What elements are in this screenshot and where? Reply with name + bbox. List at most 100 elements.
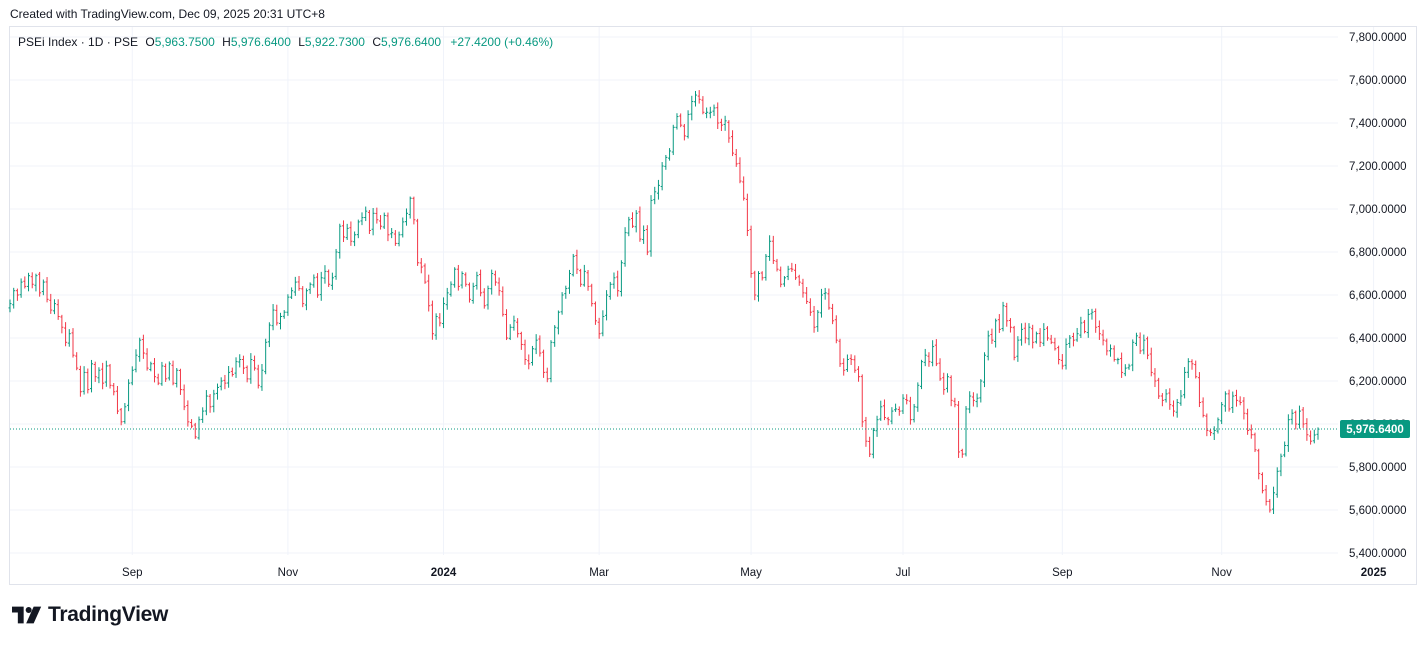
ohlc-bar xyxy=(653,186,657,205)
ohlc-bar xyxy=(1038,328,1042,348)
ohlc-bar xyxy=(379,215,383,230)
legend-low-value: 5,922.7300 xyxy=(304,35,365,49)
ohlc-bar xyxy=(760,271,764,281)
ohlc-bar xyxy=(819,288,823,318)
ohlc-bar xyxy=(1090,308,1094,320)
ohlc-bar xyxy=(1205,413,1209,437)
ohlc-bar xyxy=(15,288,19,301)
ohlc-bar xyxy=(938,358,942,381)
x-tick-label: 2025 xyxy=(1361,567,1387,579)
ohlc-bar xyxy=(842,358,846,376)
ohlc-bar xyxy=(175,368,179,388)
legend-high-value: 5,976.6400 xyxy=(230,35,291,49)
ohlc-bar xyxy=(1105,338,1109,356)
ohlc-bar xyxy=(390,228,394,239)
ohlc-bar xyxy=(64,322,68,347)
ohlc-bar xyxy=(115,385,119,415)
ohlc-bar xyxy=(942,372,946,395)
ohlc-bar xyxy=(212,389,216,413)
legend-close-value: 5,976.6400 xyxy=(380,35,442,49)
ohlc-bar xyxy=(453,267,457,288)
ohlc-bar xyxy=(316,273,320,298)
ohlc-bar xyxy=(1212,426,1216,440)
ohlc-bar xyxy=(1031,324,1035,349)
ohlc-bar xyxy=(304,288,308,311)
ohlc-bar xyxy=(731,130,735,157)
ohlc-bar xyxy=(1094,308,1098,333)
ohlc-bar xyxy=(1027,323,1031,346)
y-tick-label: 5,600.0000 xyxy=(1349,505,1407,517)
ohlc-bar xyxy=(408,196,412,219)
ohlc-bar xyxy=(908,396,912,425)
ohlc-bar xyxy=(1264,484,1268,506)
ohlc-bar xyxy=(301,286,305,308)
x-axis-ticks: SepNov2024MarMayJulSepNov2025MarMayJulSe… xyxy=(122,567,1387,579)
y-tick-label: 6,800.0000 xyxy=(1349,247,1407,259)
ohlc-bar xyxy=(505,309,509,341)
ohlc-bar xyxy=(623,227,627,267)
tradingview-logo-icon xyxy=(12,606,42,624)
ohlc-bar xyxy=(631,212,635,228)
ohlc-bar xyxy=(1175,398,1179,418)
created-caption: Created with TradingView.com, Dec 09, 20… xyxy=(10,7,325,21)
ohlc-bar xyxy=(649,195,653,257)
ohlc-bar xyxy=(679,113,683,128)
ohlc-bar xyxy=(605,290,609,321)
ohlc-bar xyxy=(627,216,631,237)
ohlc-bar xyxy=(275,304,279,326)
ohlc-bar xyxy=(256,364,260,389)
ohlc-bar xyxy=(927,352,931,367)
ohlc-bar xyxy=(1286,414,1290,452)
ohlc-bar xyxy=(41,279,45,296)
ohlc-bar xyxy=(664,154,668,170)
ohlc-bar xyxy=(712,104,716,116)
tradingview-logo[interactable]: TradingView xyxy=(12,603,168,627)
ohlc-bar xyxy=(30,272,34,289)
ohlc-bar xyxy=(1279,453,1283,477)
ohlc-bar xyxy=(882,399,886,421)
ohlc-bar xyxy=(397,231,401,247)
ohlc-bar xyxy=(1253,432,1257,453)
ohlc-bar xyxy=(123,402,127,424)
ohlc-bar xyxy=(1060,354,1064,370)
ohlc-bar xyxy=(1042,323,1046,347)
ohlc-bar xyxy=(745,193,749,237)
ohlc-bar xyxy=(768,235,772,261)
ohlc-bar xyxy=(656,179,660,200)
ohlc-bar xyxy=(445,287,449,310)
ohlc-bar xyxy=(1234,389,1238,407)
y-axis-ticks: 5,400.00005,600.00005,800.00006,000.0000… xyxy=(1349,32,1407,560)
ohlc-bar xyxy=(134,349,138,373)
ohlc-bar xyxy=(983,352,987,388)
ohlc-bar xyxy=(797,274,801,286)
ohlc-bar xyxy=(475,271,479,290)
ohlc-bar xyxy=(449,281,453,297)
ohlc-bar xyxy=(1227,389,1231,412)
ohlc-bar xyxy=(634,210,638,233)
ohlc-bar xyxy=(260,363,264,391)
ohlc-bar xyxy=(93,361,97,382)
ohlc-bar xyxy=(764,254,768,281)
ohlc-bar xyxy=(934,339,938,367)
ohlc-bar xyxy=(319,271,323,301)
ohlc-bar xyxy=(227,365,231,388)
ohlc-bar xyxy=(1064,338,1068,370)
y-tick-label: 5,400.0000 xyxy=(1349,548,1407,560)
ohlc-bar xyxy=(816,310,820,332)
ohlc-bar xyxy=(994,318,998,348)
ohlc-bar xyxy=(1238,396,1242,406)
legend-symbol[interactable]: PSEi Index · 1D · PSE xyxy=(18,35,139,49)
ohlc-bar xyxy=(660,162,664,191)
ohlc-bar xyxy=(997,314,1001,333)
ohlc-bar xyxy=(742,176,746,201)
ohlc-bar xyxy=(590,283,594,307)
ohlc-bar xyxy=(1116,357,1120,365)
ohlc-bar xyxy=(516,318,520,338)
ohlc-bar xyxy=(701,96,705,115)
ohlc-bar xyxy=(931,340,935,367)
ohlc-bar xyxy=(571,253,575,277)
ohlc-bar xyxy=(45,277,49,303)
ohlc-bar xyxy=(608,281,612,300)
ohlc-bar xyxy=(282,310,286,319)
